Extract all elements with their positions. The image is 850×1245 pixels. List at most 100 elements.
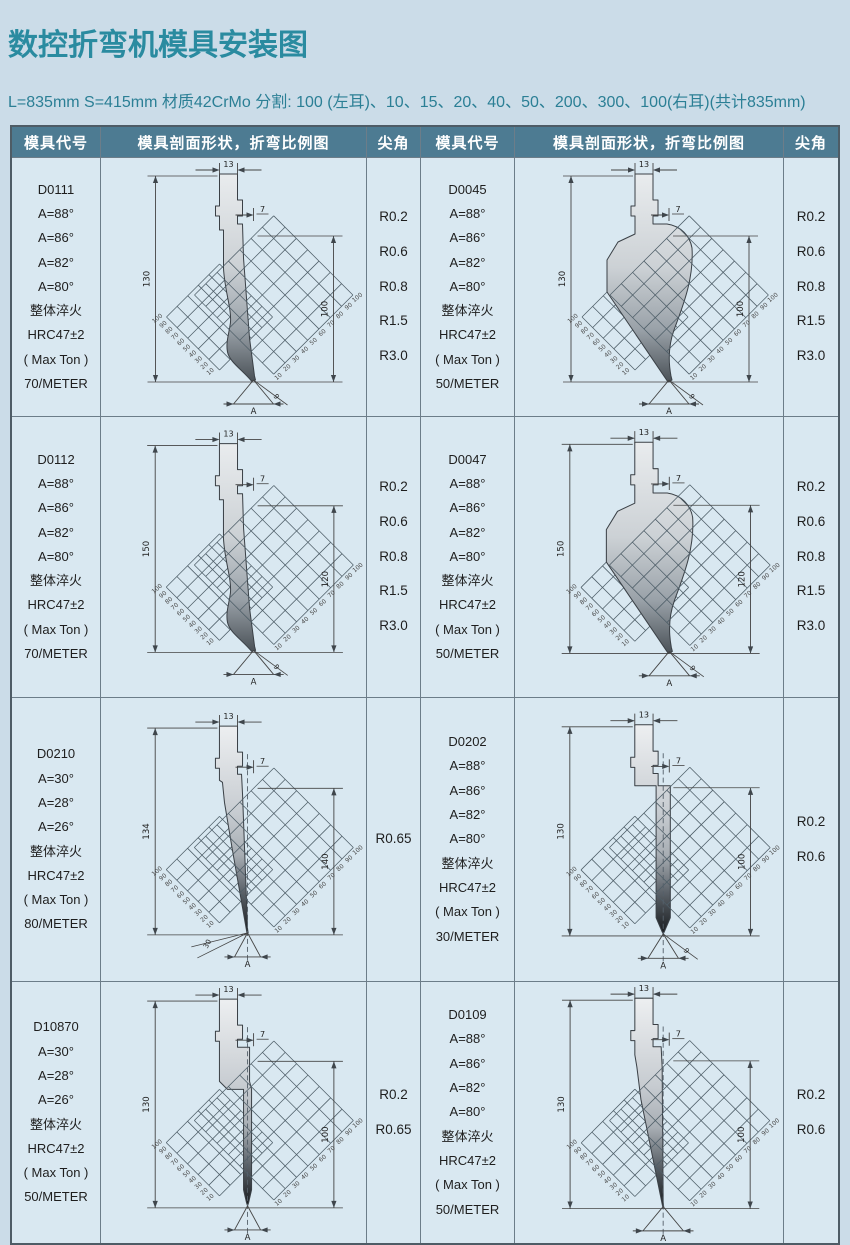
svg-text:100: 100 xyxy=(321,301,331,317)
svg-text:70: 70 xyxy=(585,602,596,612)
svg-text:40: 40 xyxy=(300,1171,310,1181)
svg-text:50: 50 xyxy=(308,336,318,346)
svg-text:100: 100 xyxy=(351,561,364,574)
svg-text:30: 30 xyxy=(707,908,718,918)
tool-diagram: 100 100 90 90 80 80 70 70 60 60 50 50 40 40 30 30 20 20 10… xyxy=(515,982,783,1243)
svg-text:13: 13 xyxy=(223,430,233,439)
svg-text:30: 30 xyxy=(707,1180,718,1190)
svg-text:100: 100 xyxy=(737,1127,747,1143)
svg-text:40: 40 xyxy=(603,620,614,630)
svg-text:50: 50 xyxy=(597,896,608,906)
svg-text:80: 80 xyxy=(164,1151,174,1161)
svg-text:80: 80 xyxy=(164,325,174,335)
svg-text:130: 130 xyxy=(558,271,568,287)
punch-profile xyxy=(214,443,257,652)
svg-text:20: 20 xyxy=(282,916,292,926)
svg-text:100: 100 xyxy=(766,291,779,304)
scale-grid xyxy=(609,766,771,929)
spec-line: D0111 xyxy=(37,181,75,197)
scale-grid xyxy=(194,767,354,928)
svg-text:7: 7 xyxy=(260,205,265,214)
svg-text:120: 120 xyxy=(321,571,331,587)
spec-line: A=88° xyxy=(38,205,74,221)
spec-line: A=82° xyxy=(449,254,486,270)
svg-text:7: 7 xyxy=(260,757,265,766)
mold-code-cell: D0111 A=88° A=86° A=82° A=80° 整体淬火 HRC47±2 ( Ma… xyxy=(12,158,100,416)
svg-text:40: 40 xyxy=(188,619,198,629)
svg-text:60: 60 xyxy=(734,598,745,608)
svg-text:40: 40 xyxy=(188,902,198,912)
mold-code-cell: D0202 A=88° A=86° A=82° A=80° 整体淬火 HRC47±2 ( Ma… xyxy=(421,698,514,981)
svg-text:40: 40 xyxy=(188,1175,198,1185)
svg-text:90: 90 xyxy=(158,319,168,329)
svg-text:80: 80 xyxy=(752,581,763,591)
svg-text:90: 90 xyxy=(344,301,354,311)
svg-text:13: 13 xyxy=(639,983,649,993)
tip-radius-cell: R0.2 R0.65 xyxy=(367,982,420,1243)
svg-text:70: 70 xyxy=(170,884,180,894)
spec-line: A=88° xyxy=(449,475,486,491)
spec-line: HRC47±2 xyxy=(439,327,496,343)
tip-radius-value: R0.2 xyxy=(379,478,408,494)
header-mold-code-right: 模具代号 xyxy=(421,127,514,157)
svg-text:50: 50 xyxy=(309,607,319,617)
spec-line: HRC47±2 xyxy=(27,327,85,343)
svg-text:60: 60 xyxy=(176,607,186,617)
svg-text:13: 13 xyxy=(639,427,649,437)
svg-text:134: 134 xyxy=(142,823,152,839)
svg-text:20: 20 xyxy=(282,1189,292,1199)
svg-text:30: 30 xyxy=(291,1180,301,1190)
svg-text:13: 13 xyxy=(223,712,233,721)
svg-text:10: 10 xyxy=(274,642,284,652)
svg-text:20: 20 xyxy=(615,1187,626,1197)
spec-line: A=80° xyxy=(449,831,486,847)
scale-grid xyxy=(580,1088,689,1197)
svg-text:90: 90 xyxy=(158,1145,168,1155)
spec-line: HRC47±2 xyxy=(439,597,496,613)
svg-text:50: 50 xyxy=(597,343,607,353)
svg-text:30: 30 xyxy=(291,624,301,634)
svg-text:90: 90 xyxy=(761,572,772,582)
svg-text:20: 20 xyxy=(698,917,709,927)
mold-code-cell: D0109 A=88° A=86° A=82° A=80° 整体淬火 HRC47±2 ( Ma… xyxy=(421,982,514,1243)
spec-line: A=28° xyxy=(38,1067,74,1083)
spec-line: A=80° xyxy=(449,278,486,294)
svg-text:9: 9 xyxy=(687,393,696,401)
spec-line: HRC47±2 xyxy=(27,867,85,883)
svg-text:130: 130 xyxy=(142,1096,152,1112)
tip-radius-cell: R0.2 R0.6 R0.8 R1.5 R3.0 xyxy=(784,417,838,697)
svg-text:50: 50 xyxy=(309,1162,319,1172)
svg-text:A: A xyxy=(660,961,666,971)
svg-text:40: 40 xyxy=(716,616,727,626)
scale-grid xyxy=(609,484,771,646)
svg-text:40: 40 xyxy=(300,345,310,355)
spec-line: ( Max Ton ) xyxy=(435,351,500,367)
svg-text:20: 20 xyxy=(282,363,292,373)
spec-line: HRC47±2 xyxy=(439,879,496,895)
svg-text:30: 30 xyxy=(193,908,203,918)
svg-text:40: 40 xyxy=(716,1172,727,1182)
svg-text:80: 80 xyxy=(580,325,590,335)
svg-text:60: 60 xyxy=(176,890,186,900)
svg-text:60: 60 xyxy=(733,328,743,338)
svg-text:10: 10 xyxy=(689,1198,700,1208)
tip-radius-value: R0.6 xyxy=(796,243,826,259)
header-profile-right: 模具剖面形状，折弯比例图 xyxy=(515,127,783,157)
svg-text:50: 50 xyxy=(724,336,734,346)
tip-radius-value: R1.5 xyxy=(379,313,408,329)
svg-text:50: 50 xyxy=(182,896,192,906)
tool-diagram: 100 100 90 90 80 80 70 70 60 60 50 50 40 40 30 30 20 20 10… xyxy=(101,698,366,981)
svg-text:40: 40 xyxy=(715,345,725,355)
spec-line: 整体淬火 xyxy=(441,855,494,871)
scale-grid xyxy=(194,215,354,375)
svg-text:80: 80 xyxy=(752,1136,763,1146)
svg-text:60: 60 xyxy=(734,1154,745,1164)
tip-radius-value: R0.6 xyxy=(379,243,408,259)
svg-text:100: 100 xyxy=(321,1126,331,1142)
spec-line: ( Max Ton ) xyxy=(435,621,500,637)
tip-radius-cell: R0.2 R0.6 R0.8 R1.5 R3.0 xyxy=(784,158,838,416)
spec-line: 70/METER xyxy=(24,376,88,392)
svg-text:90: 90 xyxy=(573,873,584,883)
